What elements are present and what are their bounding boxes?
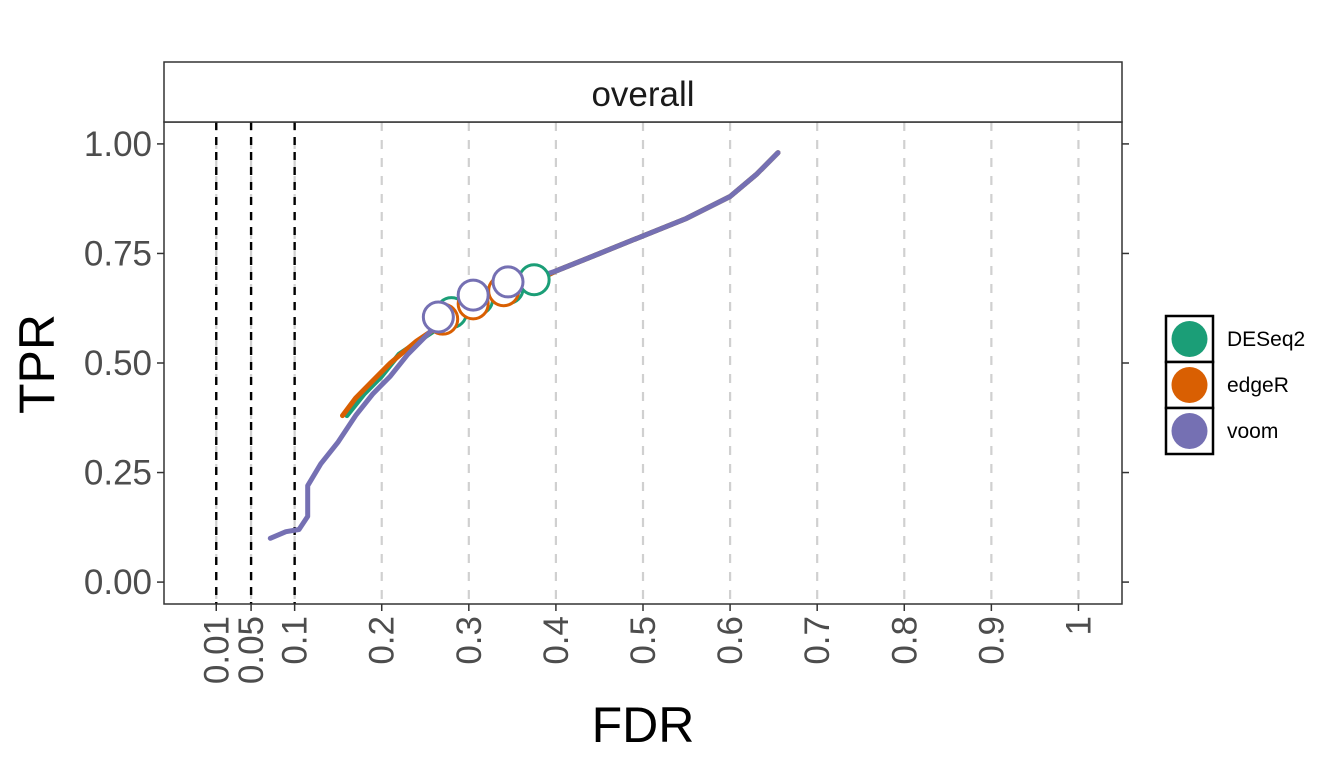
x-tick-label-0.1: 0.1 — [276, 616, 315, 665]
facet-title: overall — [591, 75, 694, 114]
y-tick-label-0.25: 0.25 — [84, 454, 152, 493]
x-tick-label-0.7: 0.7 — [798, 616, 837, 665]
y-axis-title: TPR — [9, 314, 65, 414]
point-voom-1 — [456, 278, 490, 312]
facet-strip-box — [163, 61, 1123, 123]
x-tick-label-1: 1 — [1060, 616, 1099, 635]
legend-swatch-deseq2 — [1171, 321, 1208, 357]
legend-label-deseq2: DESeq2 — [1227, 328, 1305, 351]
x-tick-label-0.05: 0.05 — [232, 616, 271, 684]
x-tick-label-0.2: 0.2 — [363, 616, 402, 665]
series-line-voom — [267, 150, 781, 541]
facet-strip: overall — [163, 61, 1123, 123]
threshold-lines — [215, 122, 296, 604]
x-tick-label-0.3: 0.3 — [450, 616, 489, 665]
series-points — [421, 263, 551, 336]
x-tick-label-0.4: 0.4 — [537, 616, 576, 665]
x-axis: 0.010.05 0.1 0.2 0.3 0.4 0.5 0.6 0.7 0.8 0.9 1 — [197, 604, 1099, 684]
x-tick-label-0.9: 0.9 — [972, 616, 1011, 665]
point-voom-2 — [491, 265, 525, 299]
legend-swatch-voom — [1171, 413, 1208, 449]
y-tick-label-0.75: 0.75 — [84, 234, 152, 273]
point-voom-0 — [421, 300, 455, 334]
x-tick-label-0.5: 0.5 — [624, 616, 663, 665]
y-tick-label-1.00: 1.00 — [84, 125, 152, 164]
y-tick-label-0.00: 0.00 — [84, 563, 152, 602]
x-axis-title: FDR — [592, 697, 695, 753]
y-tick-label-0.50: 0.50 — [84, 344, 152, 383]
legend-swatch-edger — [1171, 367, 1208, 403]
x-tick-label-0.8: 0.8 — [885, 616, 924, 665]
legend-label-voom: voom — [1227, 420, 1278, 443]
x-tick-label-0.01: 0.01 — [197, 616, 236, 684]
legend-label-edger: edgeR — [1227, 374, 1289, 397]
y-axis: 0.00 0.25 0.50 0.75 1.00 — [84, 125, 1129, 602]
x-tick-label-0.6: 0.6 — [711, 616, 750, 665]
legend: DESeq2 edgeR voom — [1164, 314, 1305, 456]
